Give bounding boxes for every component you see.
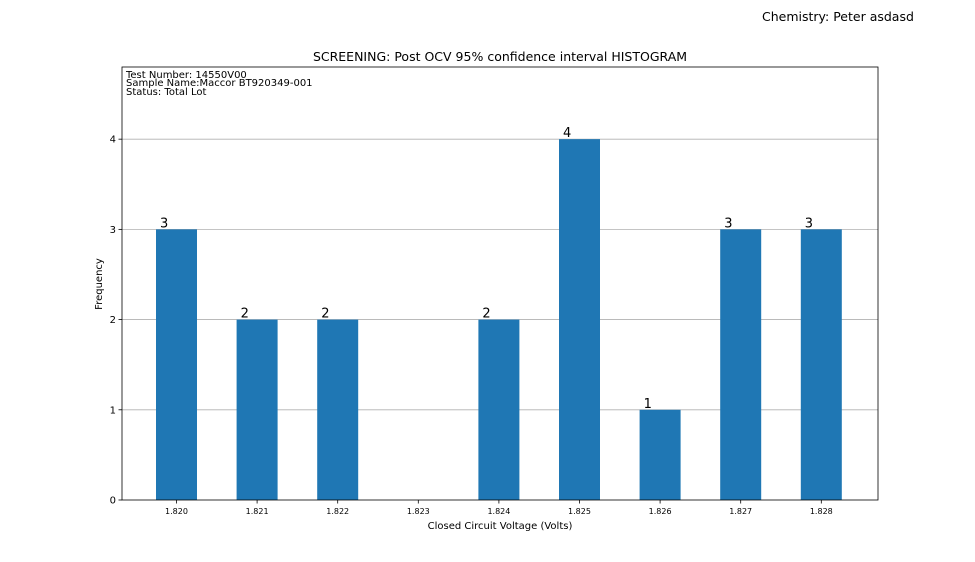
histogram-bar (317, 319, 359, 500)
x-tick-label: 1.823 (407, 507, 430, 516)
info-status: Status: Total Lot (126, 87, 206, 98)
data-label-layer: 3 2 2 2 4 1 3 3 (160, 126, 813, 412)
info-test-number: Test Number: 14550V00 (125, 70, 247, 81)
x-tick-label: 1.826 (649, 507, 672, 516)
x-tick-label: 1.821 (246, 507, 269, 516)
y-tick-label: 3 (110, 225, 116, 236)
histogram-bar (156, 229, 197, 500)
bar-data-label: 3 (805, 216, 813, 231)
histogram-bar (236, 319, 278, 500)
plot-frame (121, 66, 879, 501)
x-tick-label: 1.820 (165, 507, 188, 516)
x-axis-label: Closed Circuit Voltage (Volts) (428, 521, 573, 532)
chemistry-label: Chemistry: Peter asdasd (762, 9, 914, 24)
y-tick-label: 0 (110, 496, 116, 507)
bar-data-label: 2 (241, 307, 249, 322)
histogram-bar (639, 409, 681, 500)
x-tick-label: 1.824 (487, 507, 510, 516)
bar-data-label: 3 (160, 216, 168, 231)
y-axis-label: Frequency (94, 258, 105, 310)
x-tick-label: 1.822 (326, 507, 349, 516)
chart-title: SCREENING: Post OCV 95% confidence inter… (313, 49, 687, 64)
bar-data-label: 1 (644, 397, 652, 412)
tick-layer: 0 1 2 3 4 1.820 1.821 1.822 1.823 1.824 1.825 1.826… (110, 135, 833, 516)
bar-data-label: 3 (724, 216, 732, 231)
x-tick-label: 1.825 (568, 507, 591, 516)
histogram-bar (800, 229, 842, 500)
x-tick-label: 1.828 (810, 507, 833, 516)
y-tick-label: 4 (110, 135, 116, 146)
x-tick-label: 1.827 (729, 507, 752, 516)
bar-data-label: 4 (563, 126, 571, 141)
histogram-bar (720, 229, 762, 500)
bar-data-label: 2 (321, 307, 329, 322)
bar-data-label: 2 (482, 307, 490, 322)
y-tick-label: 2 (110, 315, 116, 326)
y-tick-label: 1 (110, 405, 116, 416)
histogram-bar (559, 139, 600, 500)
info-sample-name: Sample Name:Maccor BT920349-001 (126, 78, 313, 89)
histogram-bar (478, 319, 520, 500)
bar-layer (156, 139, 842, 500)
